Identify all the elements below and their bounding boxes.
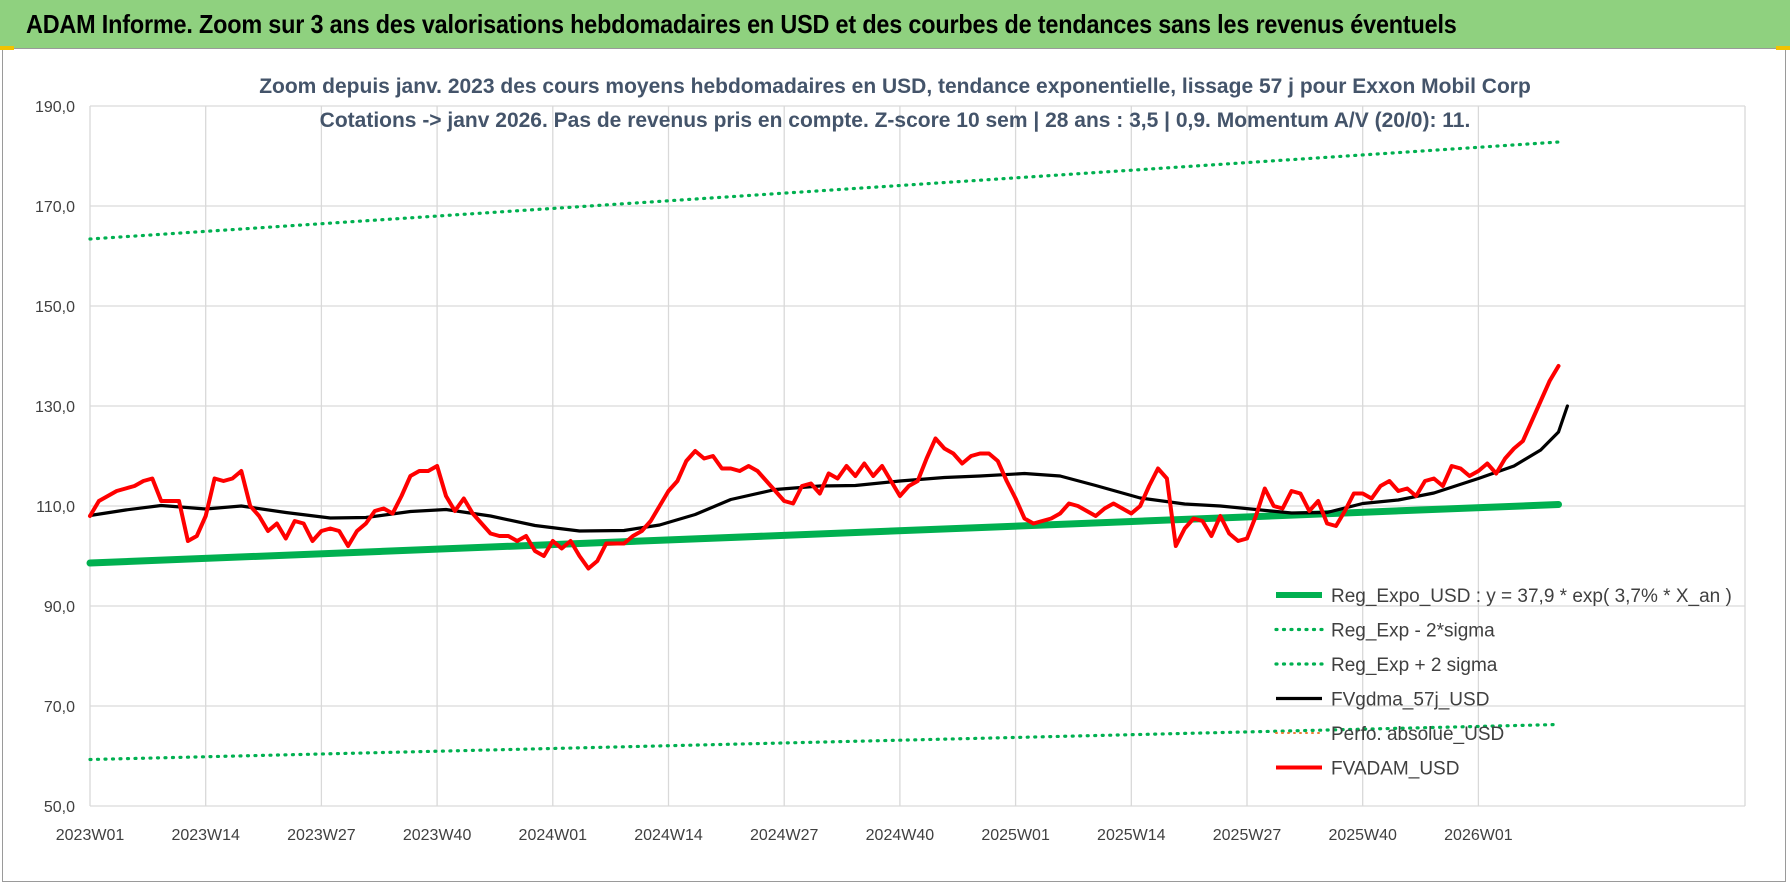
series-line-1 xyxy=(88,722,1561,762)
legend-label: Perfo. absolue_USD xyxy=(1331,724,1504,745)
legend-label: FVADAM_USD xyxy=(1331,759,1459,780)
y-axis-ticks: 50,0 70,0 90,0 110,0 130,0 150,0 170,0 190,0 xyxy=(35,99,75,816)
x-tick-label: 2026W01 xyxy=(1444,827,1513,844)
legend-label: FVgdma_57j_USD xyxy=(1331,690,1489,711)
legend-label: Reg_Exp - 2*sigma xyxy=(1331,621,1495,642)
banner-corner-mark xyxy=(0,46,14,50)
series-line-5 xyxy=(88,364,1561,571)
x-tick-label: 2024W14 xyxy=(634,827,703,844)
report-banner: ADAM Informe. Zoom sur 3 ans des valoris… xyxy=(0,0,1790,49)
series-line-2 xyxy=(88,140,1561,241)
x-tick-label: 2023W01 xyxy=(56,827,125,844)
x-tick-label: 2024W27 xyxy=(750,827,819,844)
legend-label: Reg_Expo_USD : y = 37,9 * exp( 3,7% * X_… xyxy=(1331,586,1732,607)
y-tick-label: 150,0 xyxy=(35,299,75,316)
x-tick-label: 2025W40 xyxy=(1328,827,1397,844)
series-line-3 xyxy=(88,404,1570,533)
banner-corner-mark xyxy=(1776,46,1790,50)
x-tick-label: 2024W40 xyxy=(866,827,935,844)
chart-legend: Reg_Expo_USD : y = 37,9 * exp( 3,7% * X_… xyxy=(1274,586,1732,780)
y-tick-label: 190,0 xyxy=(35,99,75,116)
x-tick-label: 2024W01 xyxy=(519,827,588,844)
x-tick-label: 2023W40 xyxy=(403,827,472,844)
chart-frame xyxy=(2,48,1786,882)
y-tick-label: 170,0 xyxy=(35,199,75,216)
y-tick-label: 90,0 xyxy=(44,599,75,616)
x-tick-label: 2025W27 xyxy=(1213,827,1282,844)
report-title: ADAM Informe. Zoom sur 3 ans des valoris… xyxy=(26,9,1457,39)
grid-lines xyxy=(89,105,1746,807)
series-lines xyxy=(86,140,1570,762)
chart-title-line-1: Zoom depuis janv. 2023 des cours moyens … xyxy=(259,75,1531,98)
chart-title-line-2: Cotations -> janv 2026. Pas de revenus p… xyxy=(320,109,1471,132)
legend-label: Reg_Exp + 2 sigma xyxy=(1331,655,1498,676)
x-tick-label: 2023W14 xyxy=(171,827,240,844)
x-tick-label: 2025W14 xyxy=(1097,827,1166,844)
y-tick-label: 130,0 xyxy=(35,399,75,416)
x-tick-label: 2025W01 xyxy=(981,827,1050,844)
y-tick-label: 50,0 xyxy=(44,799,75,816)
y-tick-label: 110,0 xyxy=(36,499,75,516)
y-tick-label: 70,0 xyxy=(44,699,75,716)
x-tick-label: 2023W27 xyxy=(287,827,356,844)
x-axis-ticks: 2023W01 2023W14 2023W27 2023W40 2024W01 2024W… xyxy=(56,827,1513,844)
